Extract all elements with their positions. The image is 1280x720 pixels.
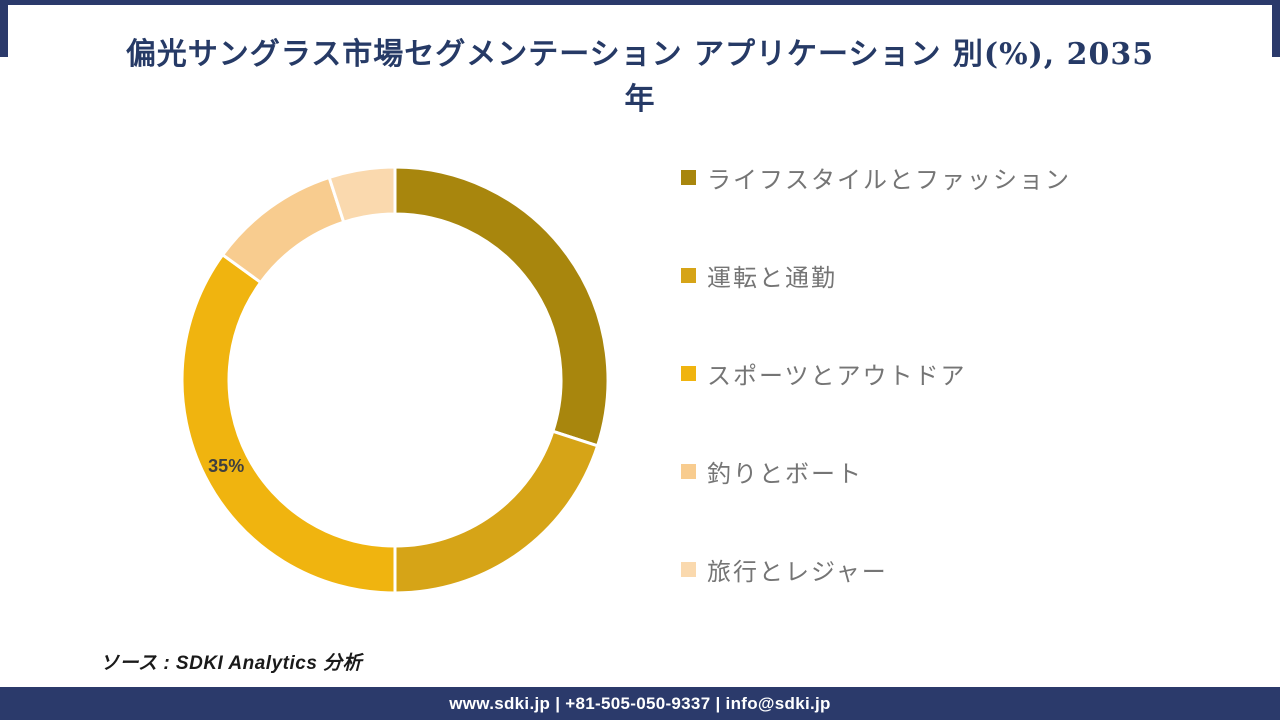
legend-swatch-icon <box>681 561 696 577</box>
donut-segment-0 <box>393 165 610 448</box>
source-note: ソース : SDKI Analytics 分析 <box>100 653 363 674</box>
top-border-accent <box>0 0 1280 5</box>
legend-item-0: ライフスタイルとファッション <box>681 163 1071 194</box>
legend-item-4: 旅行とレジャー <box>681 555 1071 586</box>
donut-chart-area: 35% <box>178 163 612 597</box>
page-title-line2: 年 <box>624 82 656 117</box>
donut-segment-2 <box>180 252 397 595</box>
legend-label: 旅行とレジャー <box>707 558 888 586</box>
right-border-accent <box>1272 0 1280 57</box>
legend-label: ライフスタイルとファッション <box>707 166 1071 194</box>
legend-label: 釣りとボート <box>707 460 863 488</box>
legend-item-1: 運転と通勤 <box>681 261 1071 292</box>
legend-item-3: 釣りとボート <box>681 457 1071 488</box>
page-title-line1: 偏光サングラス市場セグメンテーション アプリケーション 別(%), 2035 <box>125 37 1155 72</box>
donut-chart: 35% <box>180 165 610 595</box>
footer-contact-text: www.sdki.jp | +81-505-050-9337 | info@sd… <box>449 693 831 713</box>
legend-swatch-icon <box>681 169 696 185</box>
left-border-accent <box>0 0 8 57</box>
donut-data-label-2: 35% <box>208 456 244 476</box>
donut-segment-3 <box>220 175 346 285</box>
legend-swatch-icon <box>681 267 696 283</box>
donut-segment-4 <box>327 165 397 225</box>
legend-item-2: スポーツとアウトドア <box>681 359 1071 390</box>
legend-swatch-icon <box>681 463 696 479</box>
donut-segment-1 <box>393 429 600 595</box>
legend-label: スポーツとアウトドア <box>707 362 967 390</box>
legend-label: 運転と通勤 <box>707 264 837 292</box>
footer-bar: www.sdki.jp | +81-505-050-9337 | info@sd… <box>0 687 1280 720</box>
legend-swatch-icon <box>681 365 696 381</box>
chart-legend: ライフスタイルとファッション 運転と通勤スポーツとアウトドア 釣りとボート 旅行とレジ… <box>681 163 1071 586</box>
page-title: 偏光サングラス市場セグメンテーション アプリケーション 別(%), 2035 年 <box>40 32 1240 122</box>
